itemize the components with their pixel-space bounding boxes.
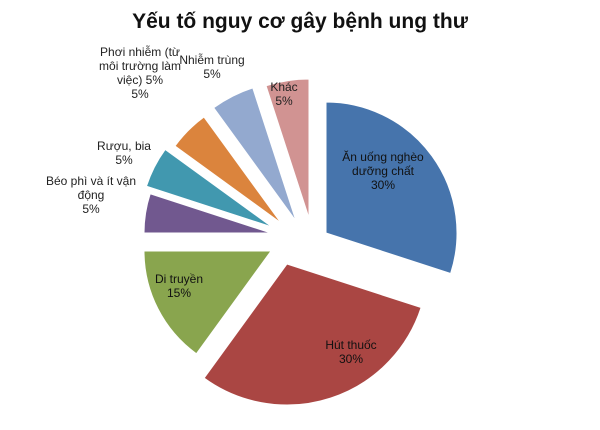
pie-slice — [203, 263, 422, 406]
chart-title: Yếu tố nguy cơ gây bệnh ung thư — [132, 10, 468, 33]
slice-label: Phơi nhiễm (từ môi trường làm việc) 5% 5% — [99, 44, 181, 101]
slice-label: Di truyền 15% — [155, 272, 203, 300]
pie-slice — [213, 87, 297, 222]
slice-label: Hút thuốc 30% — [325, 338, 376, 366]
slice-label: Ăn uống nghèo dưỡng chất 30% — [342, 149, 424, 192]
slice-label: Khác 5% — [270, 80, 297, 108]
slice-label: Nhiễm trùng 5% — [179, 52, 244, 81]
pie-slice — [325, 101, 458, 275]
pie-slice — [174, 116, 282, 224]
pie-slice — [145, 148, 273, 228]
slice-label: Rượu, bia 5% — [97, 139, 151, 167]
pie-slice — [143, 193, 272, 234]
pie-slice — [265, 78, 310, 219]
pie-slice — [143, 250, 272, 355]
slice-label: Béo phì và ít vận động 5% — [46, 174, 136, 216]
